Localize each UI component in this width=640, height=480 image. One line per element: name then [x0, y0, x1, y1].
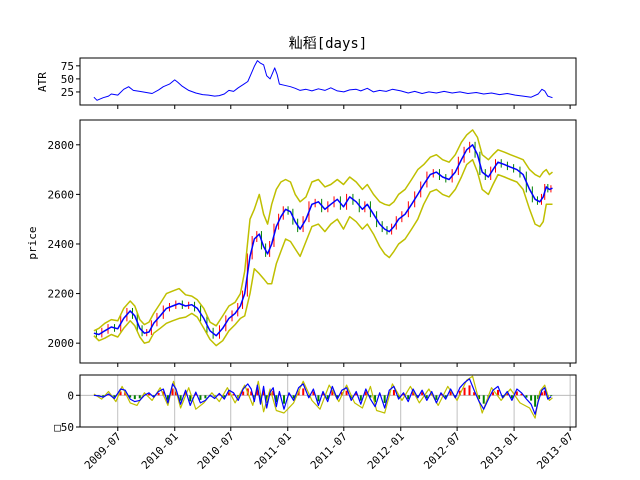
oscillator-y-ticks: 0 □50	[54, 389, 80, 434]
atr-series	[93, 60, 553, 101]
atr-line	[93, 60, 553, 101]
atr-y-tick-label: 25	[61, 86, 74, 99]
price-x-ticks	[117, 363, 571, 367]
atr-y-tick-label: 75	[61, 60, 74, 73]
atr-y-axis-label: ATR	[36, 72, 49, 92]
price-y-tick-label: 2000	[48, 337, 75, 350]
price-mid-line	[93, 144, 553, 337]
price-axes-frame	[79, 119, 577, 364]
price-y-tick-label: 2800	[48, 139, 75, 152]
price-panel: 2000 2200 2400 2600 2800 price	[26, 119, 577, 367]
oscillator-series	[93, 375, 553, 419]
atr-x-ticks	[117, 105, 571, 109]
price-band-line	[93, 158, 553, 347]
oscillator-axes-frame	[79, 374, 577, 428]
chart-title: 籼稻[days]	[289, 36, 368, 52]
oscillator-y-tick-label: 0	[67, 389, 74, 402]
price-y-tick-label: 2200	[48, 288, 75, 301]
oscillator-y-tick-label: □50	[54, 421, 74, 434]
price-y-tick-label: 2400	[48, 238, 75, 251]
price-y-axis-label: price	[26, 226, 39, 259]
atr-axes-frame	[79, 57, 577, 106]
price-y-ticks: 2000 2200 2400 2600 2800	[48, 139, 80, 350]
price-y-tick-label: 2600	[48, 188, 75, 201]
oscillator-line	[93, 378, 552, 415]
price-series	[93, 129, 553, 347]
atr-y-tick-label: 50	[61, 73, 74, 86]
price-band-line	[93, 129, 553, 332]
